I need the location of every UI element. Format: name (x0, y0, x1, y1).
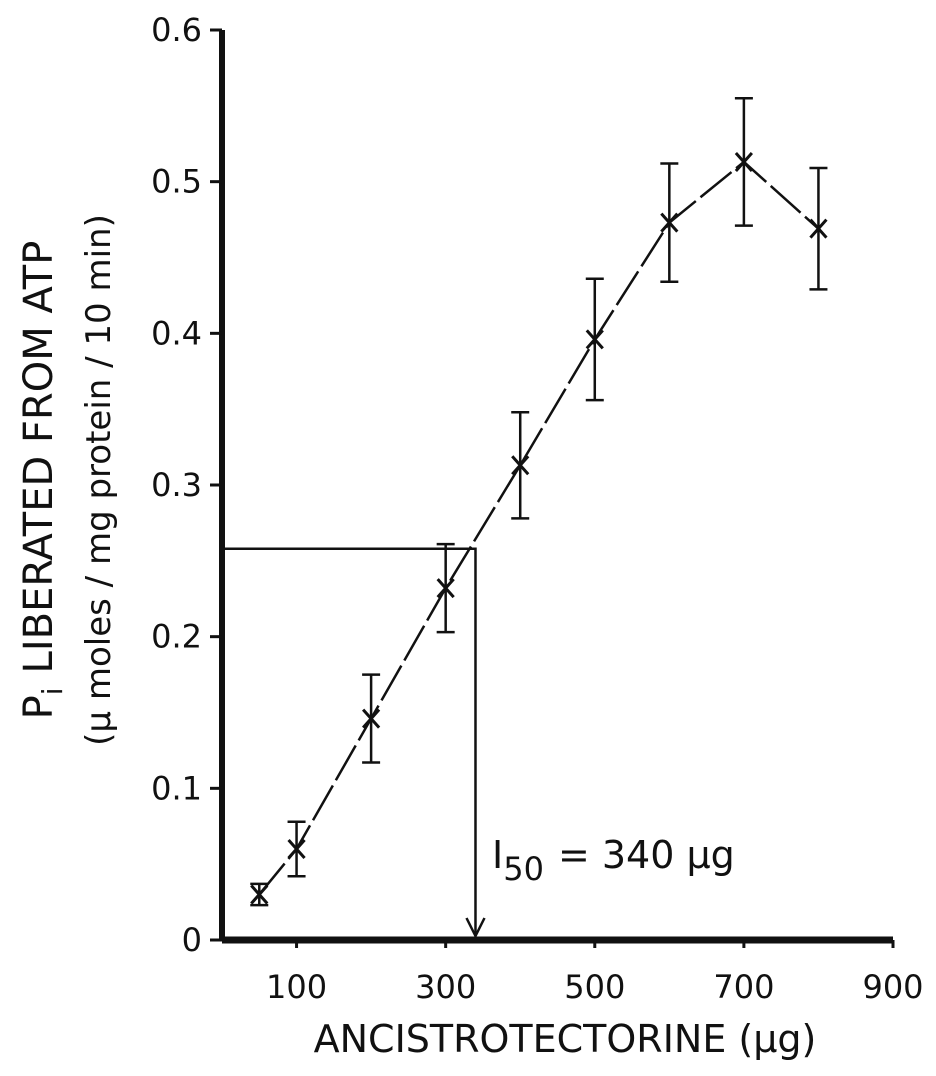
i50-arrowhead (465, 917, 486, 939)
y-tick-label: 0.4 (151, 314, 202, 352)
y-axis-label: Pi LIBERATED FROM ATP (μ moles / mg prote… (16, 214, 119, 746)
y-label-line1: Pi LIBERATED FROM ATP (16, 241, 69, 720)
data-marker (250, 884, 269, 905)
data-marker (585, 329, 604, 350)
i50-text: I (492, 833, 503, 877)
i50-suffix: = 340 μg (558, 833, 735, 877)
i50-subscript: 50 (503, 850, 544, 888)
data-marker (436, 578, 455, 599)
data-marker (660, 212, 679, 233)
x-tick-label: 300 (415, 968, 476, 1006)
y-label-rest: LIBERATED FROM ATP (16, 241, 62, 674)
y-tick-label: 0 (182, 921, 202, 959)
y-label-units: (μ moles / mg protein / 10 min) (79, 214, 119, 746)
i50-annotation: I50 = 340 μg (492, 833, 735, 888)
x-axis-label: ANCISTROTECTORINE (μg) (314, 1017, 817, 1061)
y-tick-label: 0.6 (151, 11, 202, 49)
data-marker (734, 151, 754, 172)
data-marker (287, 839, 306, 859)
y-label-main: P (16, 695, 62, 719)
y-tick-label: 0.1 (151, 769, 202, 807)
data-marker (511, 455, 530, 476)
i50-guide (222, 547, 477, 936)
y-tick-label: 0.3 (151, 466, 202, 504)
y-label-sub: i (36, 687, 69, 695)
x-tick-label: 700 (713, 968, 774, 1006)
x-tick-label: 500 (564, 968, 625, 1006)
data-marker (809, 218, 828, 239)
x-tick-label: 900 (862, 968, 923, 1006)
data-line (258, 160, 820, 896)
y-tick-label: 0.2 (151, 618, 202, 656)
y-tick-label: 0.5 (151, 163, 202, 201)
data-marker (361, 708, 381, 729)
x-tick-label: 100 (266, 968, 327, 1006)
